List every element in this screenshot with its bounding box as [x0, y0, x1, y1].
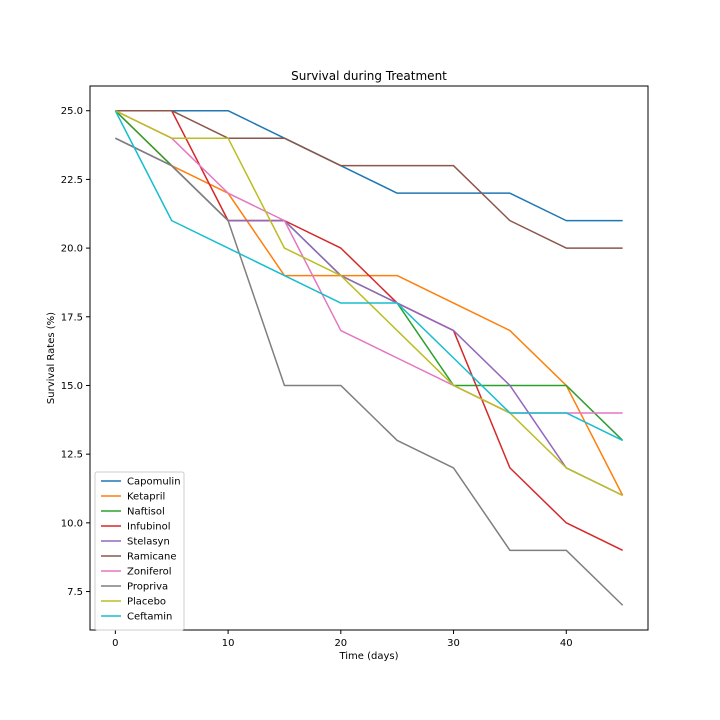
series-line-ceftamin [114, 110, 623, 442]
legend-entry: Ramicane [127, 552, 177, 563]
legend-entry: Stelasyn [127, 537, 170, 548]
legend-entry: Infubinol [127, 522, 171, 533]
legend-entry: Ceftamin [127, 612, 172, 623]
legend-entry: Propriva [127, 582, 168, 593]
series-line-ramicane [115, 109, 623, 249]
y-axis-label: Survival Rates (%) [46, 312, 57, 404]
y-axis-ticks: 7.5 10.0 12.5 15.0 17.5 20.0 22.5 25.0 [61, 106, 90, 598]
y-tick-label: 10.0 [61, 518, 83, 529]
x-tick-label: 30 [447, 638, 460, 649]
y-tick-label: 7.5 [67, 587, 83, 598]
x-axis-label: Time (days) [338, 651, 398, 662]
chart-title: Survival during Treatment [291, 69, 447, 83]
legend-entry: Zoniferol [127, 567, 172, 578]
x-tick-label: 40 [560, 638, 573, 649]
legend-entry: Capomulin [127, 477, 181, 488]
y-tick-label: 17.5 [61, 312, 83, 323]
y-tick-label: 15.0 [61, 381, 83, 392]
x-axis-ticks: 0 10 20 30 40 [112, 630, 573, 649]
series-line-capomulin [115, 109, 623, 222]
plot-area [89, 85, 649, 631]
series-line-propriva [115, 137, 624, 606]
y-tick-label: 20.0 [61, 244, 83, 255]
legend-entry: Naftisol [127, 507, 165, 518]
x-tick-label: 20 [334, 638, 347, 649]
axes-frame [89, 85, 649, 631]
x-tick-label: 10 [222, 638, 235, 649]
y-tick-label: 12.5 [61, 450, 83, 461]
legend-entry: Ketapril [127, 492, 165, 503]
legend-entry: Placebo [127, 597, 166, 608]
legend: Capomulin Ketapril Naftisol Infubinol Stelas… [94, 471, 185, 631]
y-tick-label: 25.0 [61, 106, 83, 117]
x-tick-label: 0 [112, 638, 118, 649]
series-layer [114, 109, 624, 606]
y-tick-label: 22.5 [61, 175, 83, 186]
